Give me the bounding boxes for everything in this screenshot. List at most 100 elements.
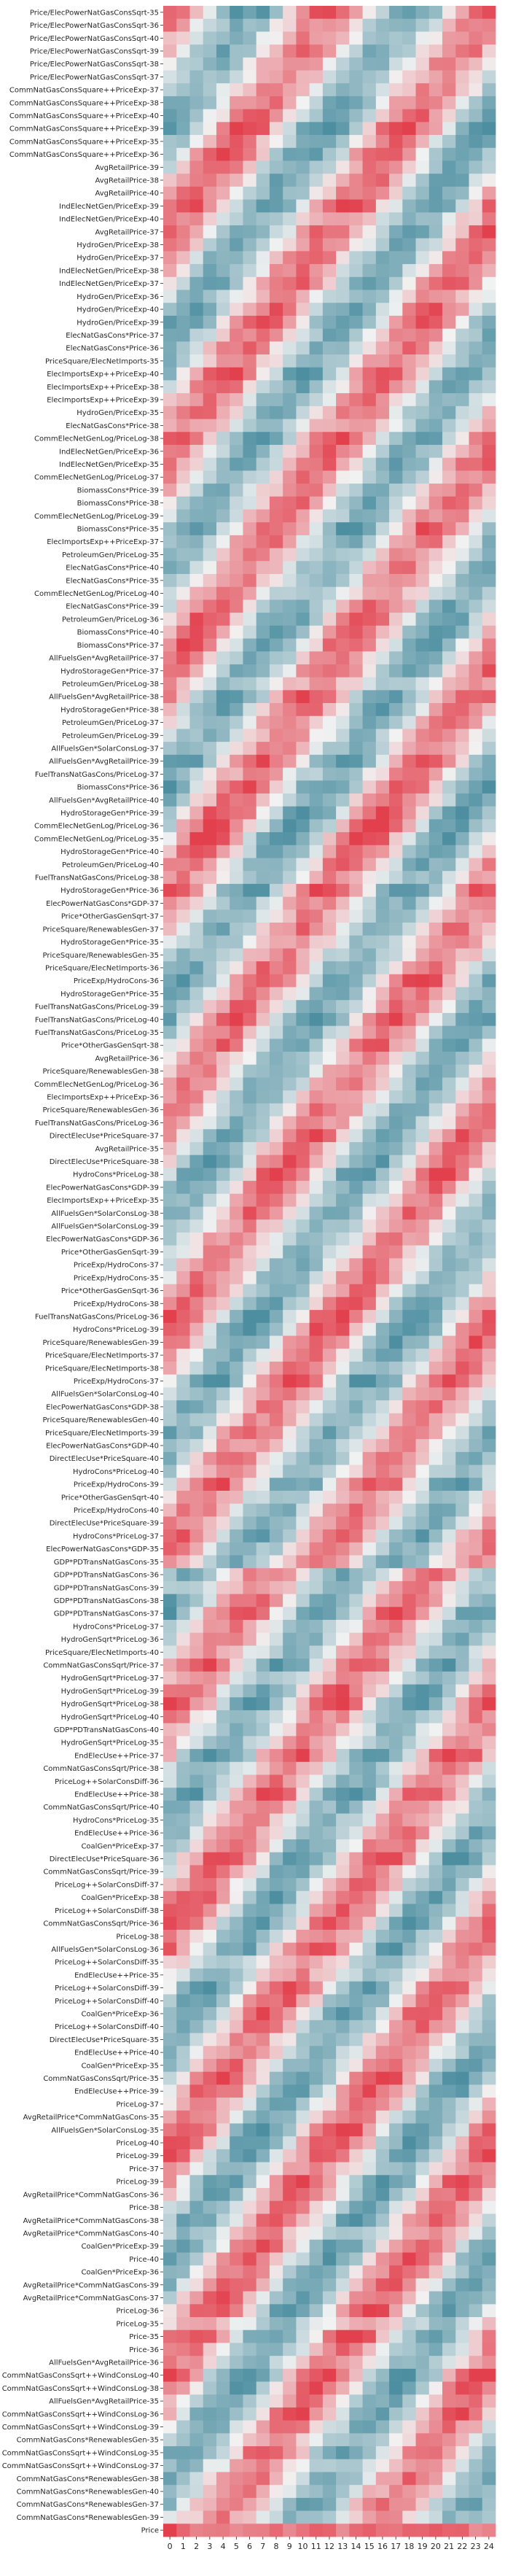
heatmap-cell [189, 457, 204, 471]
heatmap-cell [349, 1904, 363, 1917]
heatmap-cell [349, 1723, 363, 1737]
heatmap-cell [269, 613, 283, 626]
heatmap-cell [362, 1322, 377, 1336]
heatmap-cell [203, 1542, 217, 1556]
heatmap-cell [336, 1310, 350, 1324]
heatmap-cell [389, 2472, 403, 2486]
heatmap-cell [469, 2291, 483, 2305]
heatmap-cell [389, 1723, 403, 1737]
heatmap-cell [216, 1374, 230, 1388]
heatmap-cell [176, 276, 190, 290]
heatmap-cell [336, 1478, 350, 1491]
heatmap-cell [163, 548, 177, 562]
heatmap-cell [389, 341, 403, 355]
heatmap-cell [375, 2033, 390, 2047]
heatmap-cell [469, 2381, 483, 2395]
heatmap-cell [336, 1181, 350, 1195]
heatmap-cell [442, 1039, 456, 1052]
heatmap-cell [176, 1052, 190, 1066]
heatmap-cell [415, 2149, 430, 2162]
heatmap-cell [482, 2175, 496, 2189]
heatmap-cell [469, 2394, 483, 2408]
heatmap-cell [389, 1826, 403, 1840]
heatmap-cell [243, 2227, 257, 2241]
heatmap-cell [375, 1580, 390, 1594]
heatmap-cell [243, 1516, 257, 1530]
heatmap-cell [482, 819, 496, 833]
heatmap-cell [283, 2046, 297, 2060]
heatmap-cell [189, 2304, 204, 2318]
heatmap-cell [176, 1516, 190, 1530]
heatmap-cell [163, 651, 177, 665]
heatmap-cell [482, 1361, 496, 1376]
heatmap-cell [482, 2291, 496, 2305]
heatmap-cell [269, 1168, 283, 1182]
heatmap-cell [455, 406, 469, 419]
heatmap-cell [216, 2446, 230, 2460]
heatmap-cell [283, 871, 297, 885]
heatmap-cell [296, 147, 310, 161]
heatmap-cell [216, 1077, 230, 1091]
heatmap-cell [428, 729, 443, 742]
heatmap-cell [309, 2265, 324, 2279]
heatmap-cell [203, 1826, 217, 1840]
heatmap-cell [428, 1168, 443, 1182]
heatmap-cell [362, 2368, 377, 2382]
heatmap-cell [349, 509, 363, 523]
heatmap-cell [442, 651, 456, 665]
heatmap-cell [230, 1039, 243, 1052]
heatmap-cell [336, 883, 350, 897]
heatmap-cell [322, 135, 337, 149]
heatmap-cell [309, 1917, 324, 1931]
heatmap-cell [309, 586, 324, 600]
heatmap-cell [322, 703, 337, 717]
heatmap-cell [375, 328, 390, 342]
heatmap-cell [203, 2472, 217, 2486]
heatmap-cell [455, 1000, 469, 1014]
heatmap-cell [349, 1361, 363, 1376]
heatmap-cell [402, 780, 416, 794]
heatmap-cell [375, 1258, 390, 1272]
heatmap-cell [256, 1387, 270, 1401]
heatmap-cell [336, 535, 350, 548]
heatmap-cell [336, 174, 350, 187]
heatmap-cell [163, 2317, 177, 2331]
heatmap-cell [362, 948, 377, 962]
heatmap-cell [428, 1516, 443, 1530]
heatmap-cell [336, 806, 350, 820]
heatmap-cell [176, 883, 190, 897]
heatmap-cell [163, 2110, 177, 2124]
heatmap-cell [455, 109, 469, 123]
heatmap-cell [216, 1155, 230, 1168]
heatmap-cell [256, 754, 270, 768]
heatmap-cell [349, 2110, 363, 2124]
heatmap-cell [189, 909, 204, 923]
heatmap-cell [469, 2071, 483, 2085]
heatmap-cell [243, 1890, 257, 1904]
heatmap-cell [389, 174, 403, 187]
heatmap-cell [455, 1335, 469, 1349]
heatmap-cell [309, 1580, 324, 1594]
y-tick-label: ElecNatGasCons*Price-39 [66, 603, 159, 611]
heatmap-cell [322, 2317, 337, 2331]
heatmap-cell [442, 1632, 456, 1646]
heatmap-cell [482, 1865, 496, 1879]
heatmap-cell [428, 651, 443, 665]
heatmap-cell [256, 2433, 270, 2447]
heatmap-cell [189, 1826, 204, 1840]
heatmap-cell [163, 186, 177, 200]
heatmap-cell [482, 1155, 496, 1168]
heatmap-cell [428, 276, 443, 290]
heatmap-cell [176, 380, 190, 394]
heatmap-cell [283, 935, 297, 949]
heatmap-cell [375, 1607, 390, 1621]
heatmap-cell [203, 1890, 217, 1904]
heatmap-cell [269, 780, 283, 794]
heatmap-cell [428, 1219, 443, 1233]
heatmap-cell [402, 948, 416, 962]
heatmap-cell [469, 1232, 483, 1246]
heatmap-cell [336, 1632, 350, 1646]
heatmap-cell [402, 1168, 416, 1182]
heatmap-cell [336, 1710, 350, 1724]
heatmap-cell [269, 135, 283, 149]
